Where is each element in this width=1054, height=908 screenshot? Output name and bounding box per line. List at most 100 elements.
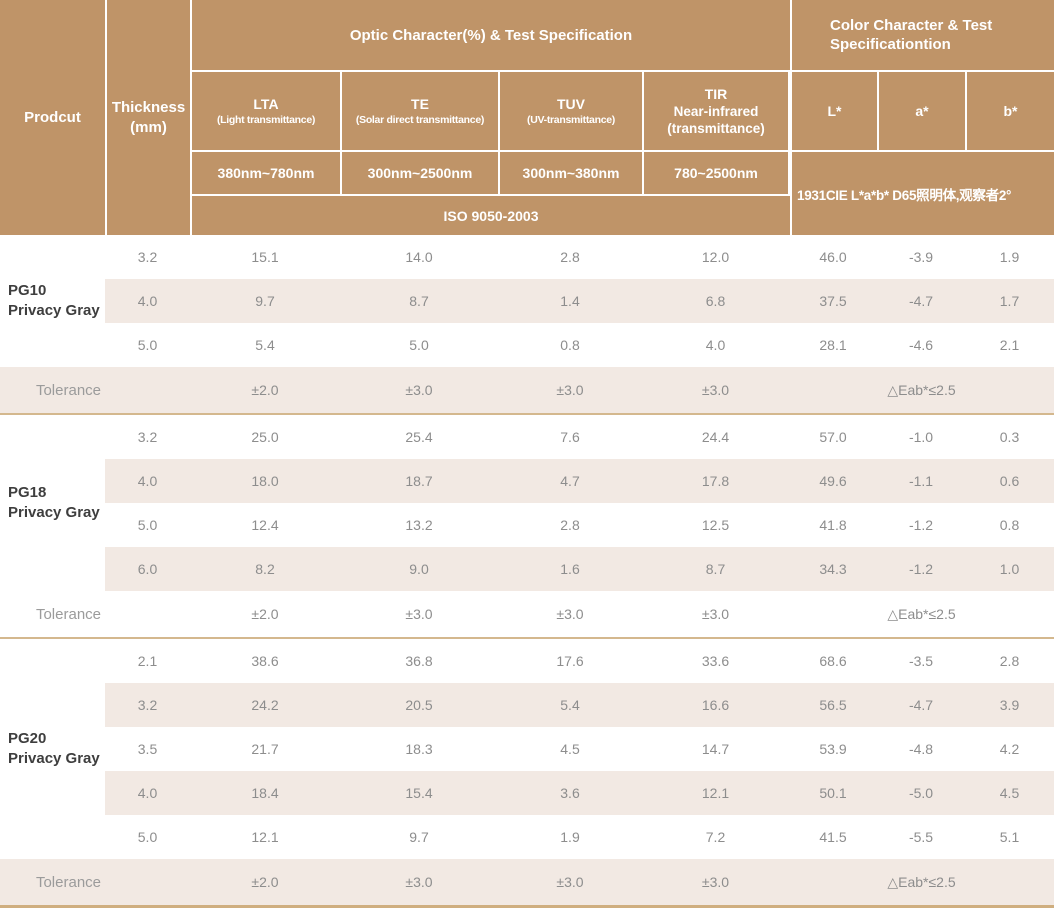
lstar-cell: 41.5 (819, 829, 847, 845)
te-tolerance: ±3.0 (405, 606, 433, 622)
optic-subheaders: LTA (Light transmittance) TE (Solar dire… (192, 72, 792, 152)
lta-desc: (Light transmittance) (216, 113, 316, 126)
table-row: 3.2 15.1 14.0 2.8 12.0 46.0 -3.9 1.9 (0, 235, 1054, 279)
section-divider (0, 413, 1054, 415)
eab-tolerance: △Eab*≤2.5 (887, 873, 956, 890)
lta-tolerance: ±2.0 (251, 382, 279, 398)
tir-cell: 14.7 (701, 741, 730, 757)
tolerance-row: Tolerance ±2.0 ±3.0 ±3.0 ±3.0 △Eab*≤2.5 (0, 367, 1054, 413)
te-cell: 20.5 (405, 697, 433, 713)
astar-cell: -1.2 (908, 561, 934, 577)
te-wavelength: 300nm~2500nm (342, 152, 500, 196)
tuv-tolerance: ±3.0 (556, 606, 584, 622)
te-tolerance: ±3.0 (405, 874, 433, 890)
tolerance-label: Tolerance (35, 381, 102, 399)
column-header-astar: a* (879, 72, 967, 152)
thickness-cell: 3.2 (137, 697, 158, 713)
table-row: 5.0 5.4 5.0 0.8 4.0 28.1 -4.6 2.1 (0, 323, 1054, 367)
tir-tolerance: ±3.0 (701, 874, 730, 890)
column-header-thickness: Thickness (mm) (107, 0, 192, 235)
section-pg10: PG10 Privacy Gray 3.2 15.1 14.0 2.8 12.0… (0, 235, 1054, 415)
bstar-cell: 3.9 (999, 697, 1020, 713)
tuv-cell: 5.4 (560, 697, 580, 713)
lta-cell: 5.4 (255, 337, 275, 353)
product-type: Privacy Gray (8, 504, 100, 521)
table-row: 5.0 12.4 13.2 2.8 12.5 41.8 -1.2 0.8 (0, 503, 1054, 547)
wavelength-row: 380nm~780nm 300nm~2500nm 300nm~380nm 780… (192, 152, 792, 196)
astar-cell: -3.5 (908, 653, 934, 669)
lta-tolerance: ±2.0 (251, 874, 279, 890)
thickness-cell: 3.2 (137, 249, 158, 265)
tuv-cell: 4.7 (560, 473, 580, 489)
tolerance-row: Tolerance ±2.0 ±3.0 ±3.0 ±3.0 △Eab*≤2.5 (0, 591, 1054, 637)
te-abbr: TE (411, 95, 429, 112)
tir-tolerance: ±3.0 (701, 382, 730, 398)
tir-desc: (transmittance) (667, 121, 765, 136)
astar-cell: -1.1 (908, 473, 934, 489)
bstar-cell: 4.2 (999, 741, 1020, 757)
lta-cell: 18.4 (251, 785, 279, 801)
tuv-cell: 17.6 (556, 653, 584, 669)
te-tolerance: ±3.0 (405, 382, 433, 398)
product-header-label: Prodcut (24, 109, 81, 126)
table-row: 3.5 21.7 18.3 4.5 14.7 53.9 -4.8 4.2 (0, 727, 1054, 771)
tir-cell: 17.8 (701, 473, 730, 489)
lstar-cell: 28.1 (819, 337, 847, 353)
optic-header-group: Optic Character(%) & Test Specification … (192, 0, 792, 235)
lstar-cell: 34.3 (819, 561, 847, 577)
thickness-cell: 5.0 (137, 337, 158, 353)
thickness-cell: 2.1 (137, 653, 158, 669)
tuv-cell: 4.5 (560, 741, 580, 757)
te-cell: 5.0 (409, 337, 429, 353)
tir-cell: 6.8 (705, 293, 726, 309)
tir-cell: 16.6 (701, 697, 730, 713)
optic-title-label: Optic Character(%) & Test Specification (349, 26, 633, 44)
lstar-cell: 46.0 (819, 249, 847, 265)
product-name: PG18 Privacy Gray (0, 415, 105, 591)
astar-cell: -1.2 (908, 517, 934, 533)
product-code: PG10 (8, 282, 47, 299)
thickness-cell: 4.0 (137, 293, 158, 309)
lstar-cell: 37.5 (819, 293, 847, 309)
te-cell: 9.0 (409, 561, 429, 577)
thickness-header-line2: (mm) (130, 118, 167, 136)
tuv-cell: 2.8 (560, 249, 580, 265)
tuv-cell: 2.8 (560, 517, 580, 533)
product-type: Privacy Gray (8, 750, 100, 767)
te-cell: 8.7 (409, 293, 429, 309)
astar-cell: -3.9 (908, 249, 934, 265)
column-header-te: TE (Solar direct transmittance) (342, 72, 500, 152)
bstar-cell: 4.5 (999, 785, 1020, 801)
lta-tolerance: ±2.0 (251, 606, 279, 622)
tuv-cell: 0.8 (560, 337, 580, 353)
astar-cell: -5.0 (908, 785, 934, 801)
lta-cell: 25.0 (251, 429, 279, 445)
tir-wavelength: 780~2500nm (644, 152, 790, 196)
lta-abbr: LTA (253, 95, 279, 112)
te-cell: 18.3 (405, 741, 433, 757)
bstar-cell: 1.7 (999, 293, 1020, 309)
tir-cell: 12.0 (701, 249, 730, 265)
tir-cell: 8.7 (705, 561, 726, 577)
bstar-cell: 5.1 (999, 829, 1020, 845)
table-row: 6.0 8.2 9.0 1.6 8.7 34.3 -1.2 1.0 (0, 547, 1054, 591)
table-row: 4.0 18.4 15.4 3.6 12.1 50.1 -5.0 4.5 (0, 771, 1054, 815)
table-row: 3.2 25.0 25.4 7.6 24.4 57.0 -1.0 0.3 (0, 415, 1054, 459)
lta-cell: 8.2 (255, 561, 275, 577)
lstar-cell: 50.1 (819, 785, 847, 801)
tir-cell: 4.0 (705, 337, 726, 353)
lstar-cell: 49.6 (819, 473, 847, 489)
thickness-cell: 4.0 (137, 785, 158, 801)
tir-cell: 12.5 (701, 517, 730, 533)
iso-standard-label: ISO 9050-2003 (192, 196, 792, 235)
tir-cell: 12.1 (701, 785, 730, 801)
column-header-product: Prodcut (0, 0, 107, 235)
color-subheaders: L* a* b* (792, 72, 1054, 152)
tuv-cell: 1.9 (560, 829, 580, 845)
tolerance-label: Tolerance (35, 605, 102, 623)
astar-cell: -4.7 (908, 293, 934, 309)
te-cell: 13.2 (405, 517, 433, 533)
astar-cell: -4.7 (908, 697, 934, 713)
te-desc: (Solar direct transmittance) (355, 113, 485, 126)
